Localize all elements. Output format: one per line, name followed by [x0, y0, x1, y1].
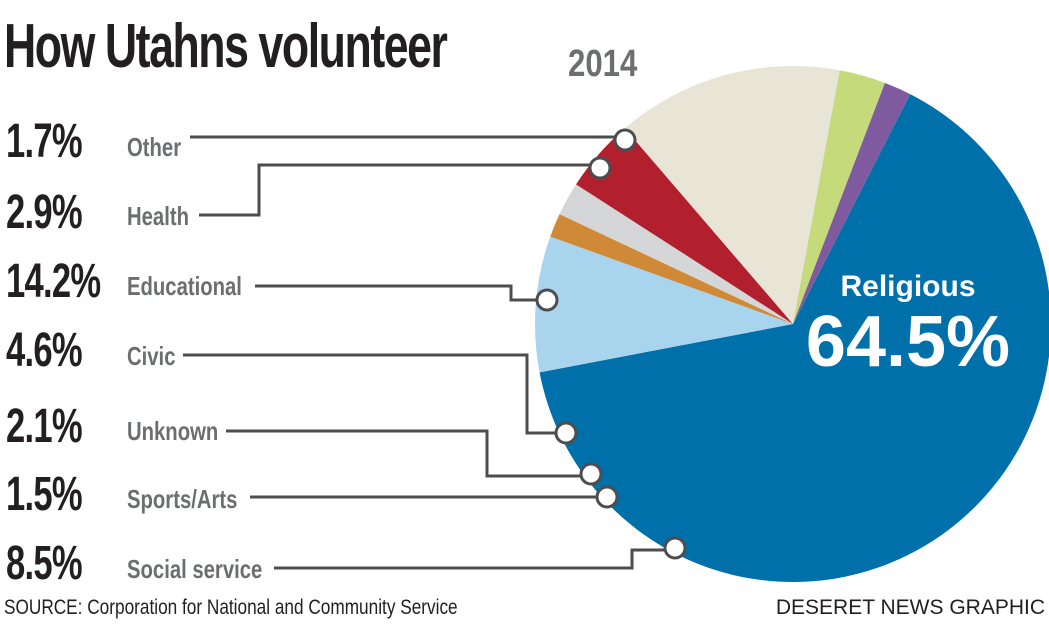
legend-value-health: 2.9% [6, 186, 83, 239]
pie-slice-health [793, 70, 885, 325]
graphic-credit: DESERET NEWS GRAPHIC [775, 596, 1045, 619]
pie-slice-sports-arts [550, 214, 793, 324]
legend-label-health: Health [127, 201, 189, 231]
legend-value-unknown: 2.1% [6, 400, 83, 453]
legend-value-social-service: 8.5% [6, 537, 83, 590]
leader-dot-unknown [579, 462, 603, 486]
chart-title: How Utahns volunteer [4, 12, 448, 81]
legend-value-sports-arts: 1.5% [6, 468, 83, 521]
pie-slice-civic [576, 128, 793, 324]
legend-label-civic: Civic [127, 341, 176, 371]
legend-value-civic: 4.6% [6, 324, 83, 377]
slice-label-religious-value: 64.5% [806, 302, 1010, 382]
source-note: SOURCE: Corporation for National and Com… [4, 596, 458, 619]
pie-slice-religious [539, 94, 1049, 582]
leader-dot-sports-arts [595, 485, 619, 509]
legend-value-other: 1.7% [6, 115, 83, 168]
leader-line-civic [183, 353, 566, 435]
leader-dot-social-service [663, 536, 687, 560]
pie-slice-unknown [559, 184, 793, 324]
slice-label-religious-name: Religious [840, 270, 975, 303]
leader-line-health [199, 163, 600, 217]
legend-label-sports-arts: Sports/Arts [127, 484, 238, 514]
leader-line-unknown [226, 429, 591, 478]
legend-label-unknown: Unknown [127, 416, 219, 446]
leader-dot-civic [554, 421, 578, 445]
leader-dot-educational [535, 288, 559, 312]
legend-label-educational: Educational [127, 271, 242, 301]
leader-dot-health [588, 156, 612, 180]
leader-line-social-service [274, 548, 675, 570]
leader-line-educational [255, 284, 547, 302]
chart-year: 2014 [568, 43, 638, 85]
leader-dot-other [613, 128, 637, 152]
pie-slice-other [793, 82, 911, 324]
legend-label-other: Other [127, 132, 182, 162]
pie-slice-social-service [535, 236, 793, 373]
legend-label-social-service: Social service [127, 554, 263, 584]
legend-value-educational: 14.2% [6, 255, 101, 308]
pie-slice-educational [624, 65, 840, 324]
